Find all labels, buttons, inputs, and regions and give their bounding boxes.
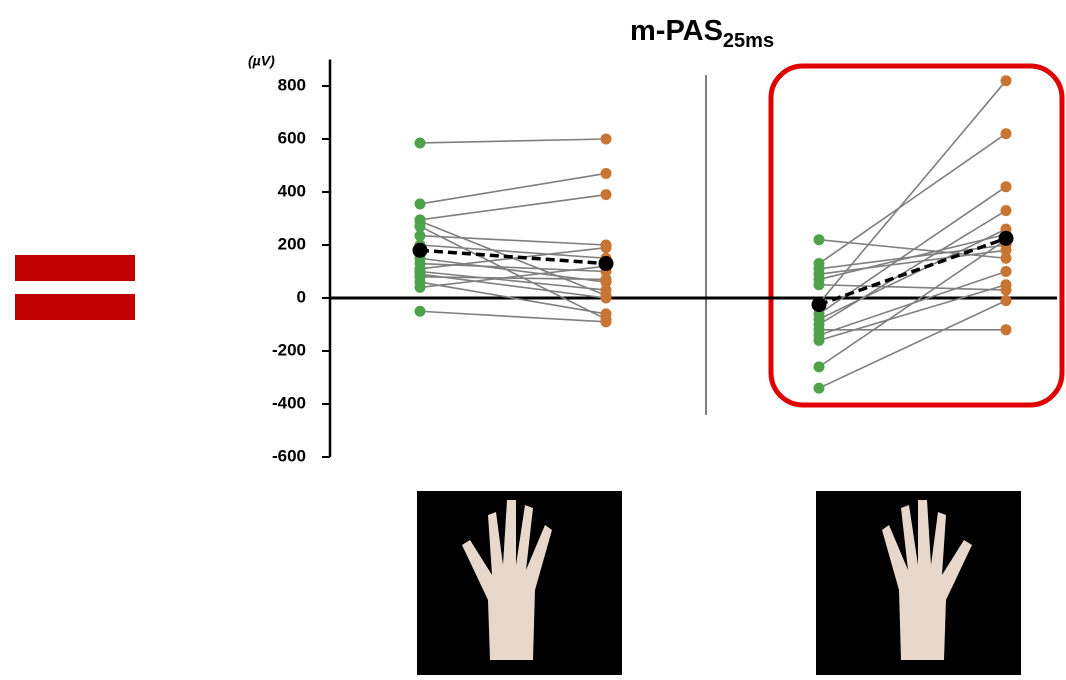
post-dot	[601, 168, 612, 179]
post-dot	[1001, 245, 1012, 256]
hand-image	[417, 491, 622, 675]
y-tick-label: -600	[272, 446, 306, 465]
page: {"chart_data": {"type": "paired", "title…	[0, 0, 1066, 675]
subject-line	[420, 139, 606, 143]
y-axis-label: (µV)	[248, 53, 275, 69]
mean-dot	[999, 231, 1014, 246]
y-tick-label: -400	[272, 393, 306, 412]
equals-bar	[15, 255, 135, 281]
post-dot	[1001, 181, 1012, 192]
equals-bar	[15, 294, 135, 320]
subject-line	[420, 173, 606, 203]
post-dot	[601, 242, 612, 253]
chart-title: m-PAS25ms	[630, 15, 774, 53]
mean-dot	[812, 297, 827, 312]
subject-line	[819, 211, 1006, 325]
post-dot	[1001, 266, 1012, 277]
highlight-box	[771, 66, 1062, 405]
y-tick-label: -200	[272, 340, 306, 359]
subject-line	[819, 240, 1006, 367]
subject-line	[819, 301, 1006, 388]
pre-dot	[415, 137, 426, 148]
pre-dot	[814, 279, 825, 290]
hand-image	[816, 491, 1021, 675]
post-dot	[601, 293, 612, 304]
post-dot	[1001, 128, 1012, 139]
title-main: m-PAS	[630, 15, 723, 47]
post-dot	[601, 189, 612, 200]
mean-dot	[413, 243, 428, 258]
y-tick-label: 800	[278, 75, 306, 94]
y-tick-label: 0	[297, 287, 306, 306]
y-tick-label: 400	[278, 181, 306, 200]
post-dot	[601, 274, 612, 285]
pre-dot	[814, 234, 825, 245]
mean-dot	[599, 256, 614, 271]
post-dot	[1001, 324, 1012, 335]
post-dot	[1001, 205, 1012, 216]
pre-dot	[814, 383, 825, 394]
subject-line	[420, 195, 606, 220]
post-dot	[1001, 75, 1012, 86]
post-dot	[601, 134, 612, 145]
title-subscript: 25ms	[723, 30, 774, 52]
pre-dot	[415, 282, 426, 293]
pre-dot	[814, 361, 825, 372]
y-tick-label: 200	[278, 234, 306, 253]
subject-line	[819, 285, 1006, 290]
y-tick-label: 600	[278, 128, 306, 147]
post-dot	[1001, 295, 1012, 306]
pre-dot	[415, 198, 426, 209]
pre-dot	[814, 335, 825, 346]
subject-line	[819, 134, 1006, 264]
pre-dot	[415, 306, 426, 317]
post-dot	[601, 316, 612, 327]
chart: m-PAS25ms (µV) -600 -400 -200 0 200 400 600 800	[0, 0, 1066, 675]
subject-line	[420, 311, 606, 322]
post-dot	[1001, 279, 1012, 290]
